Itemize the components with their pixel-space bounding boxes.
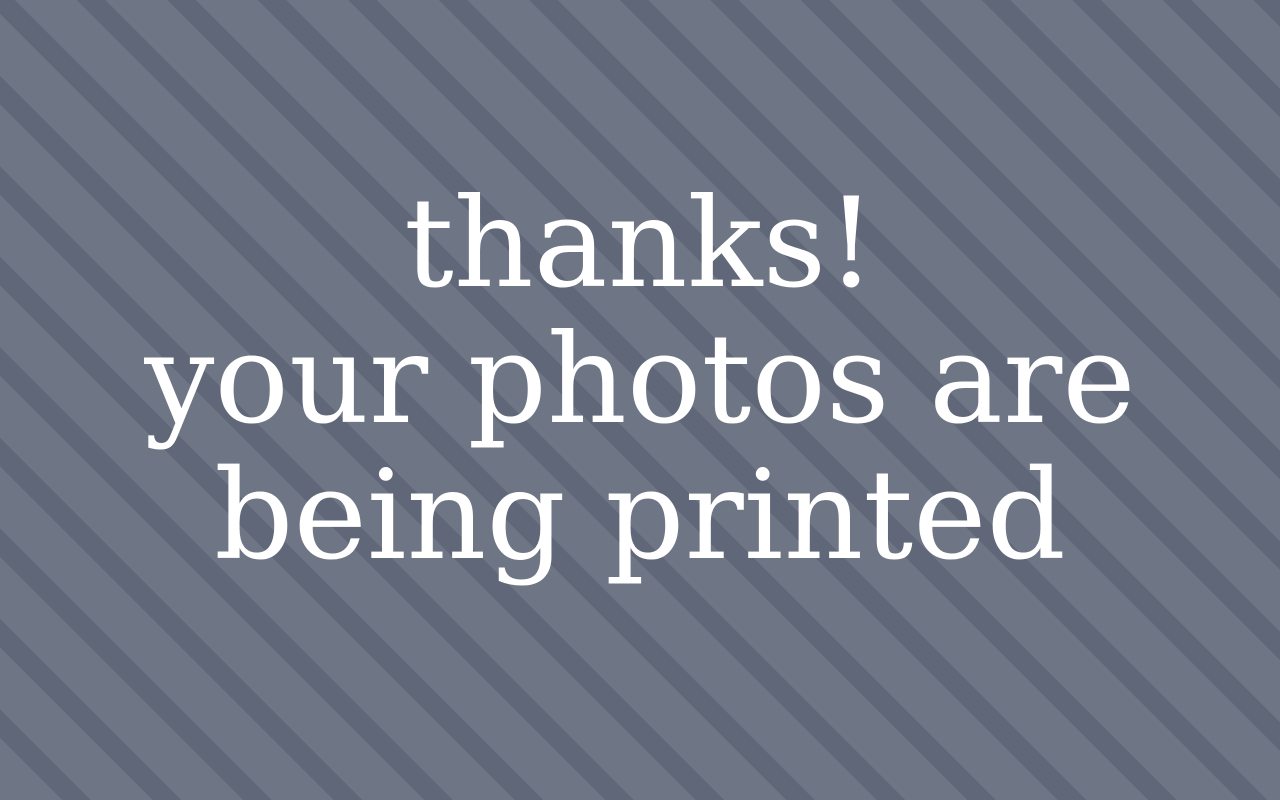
thanks-heading: thanks!	[403, 172, 877, 316]
printing-status-line: being printed	[214, 444, 1066, 588]
print-confirmation-message: thanks! your photos are being printed	[0, 176, 1280, 584]
photos-status-line: your photos are	[144, 308, 1136, 452]
